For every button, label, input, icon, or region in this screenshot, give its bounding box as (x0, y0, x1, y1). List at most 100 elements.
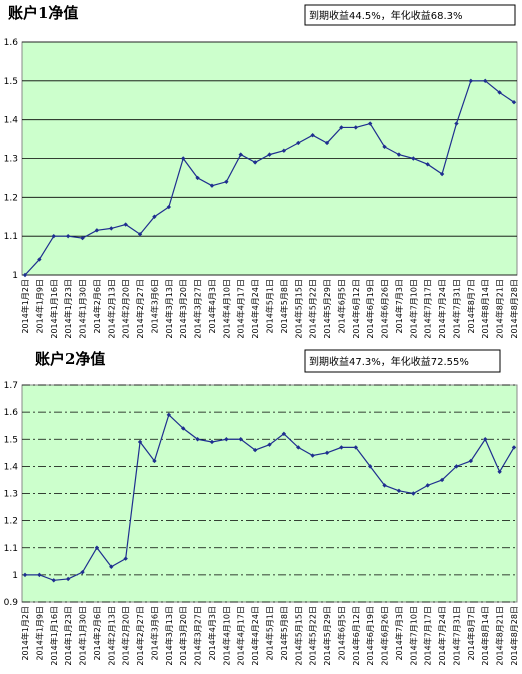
data-point (454, 121, 459, 126)
data-point (324, 450, 330, 456)
x-tick-label: 2014年7月3日 (394, 279, 404, 334)
x-tick-label: 2014年5月8日 (279, 606, 289, 661)
chart-title: 账户2净值 (35, 350, 105, 368)
x-tick-label: 2014年8月14日 (480, 606, 490, 666)
data-point (51, 233, 56, 239)
x-tick-label: 2014年2月20日 (121, 606, 131, 666)
data-point (382, 144, 387, 150)
data-point (123, 222, 128, 227)
x-tick-label: 2014年3月27日 (193, 606, 203, 666)
data-point (137, 439, 143, 445)
x-tick-label: 2014年4月10日 (221, 279, 231, 339)
data-point (94, 545, 100, 550)
data-point (353, 125, 358, 130)
x-tick-label: 2014年1月23日 (63, 606, 73, 666)
x-tick-label: 2014年6月19日 (365, 606, 375, 666)
data-point (382, 483, 387, 488)
data-point (195, 437, 200, 442)
x-tick-label: 2014年1月2日 (20, 606, 30, 661)
data-point (252, 160, 258, 165)
data-point (152, 458, 157, 464)
x-tick-label: 2014年7月24日 (437, 279, 447, 339)
data-point (238, 152, 243, 157)
x-tick-label: 2014年5月15日 (293, 279, 303, 339)
x-tick-label: 2014年4月3日 (207, 606, 217, 661)
data-point (310, 133, 315, 138)
y-tick-label: 1 (12, 571, 18, 581)
data-point (267, 152, 272, 157)
x-tick-label: 2014年4月17日 (236, 279, 246, 339)
data-point (152, 214, 157, 219)
x-tick-label: 2014年1月30日 (78, 606, 88, 666)
x-tick-label: 2014年1月9日 (34, 606, 44, 661)
data-point (37, 257, 42, 262)
x-tick-label: 2014年6月19日 (365, 279, 375, 339)
data-point (181, 426, 186, 431)
data-point (353, 445, 358, 450)
x-tick-label: 2014年8月21日 (495, 606, 505, 666)
data-point (252, 447, 258, 453)
data-point (339, 125, 344, 130)
data-point (267, 442, 272, 447)
annotation-box (304, 349, 501, 373)
data-point (439, 171, 445, 177)
x-tick-label: 2014年4月24日 (250, 606, 260, 666)
data-point (468, 458, 474, 464)
data-point (281, 431, 287, 437)
x-tick-label: 2014年2月13日 (106, 279, 116, 339)
data-point (65, 233, 71, 239)
y-tick-label: 1.2 (4, 193, 18, 203)
data-point (37, 572, 42, 578)
data-point (238, 437, 243, 442)
x-tick-label: 2014年5月15日 (293, 606, 303, 666)
data-point (468, 78, 474, 84)
data-point (396, 152, 402, 157)
y-tick-label: 1.1 (4, 232, 18, 242)
data-point (209, 439, 215, 445)
data-point (324, 140, 330, 146)
x-tick-label: 2014年6月26日 (380, 279, 390, 339)
data-point (296, 140, 301, 146)
y-tick-label: 1.3 (4, 490, 18, 500)
y-tick-label: 1 (12, 271, 18, 281)
y-tick-label: 0.9 (4, 598, 19, 608)
x-tick-label: 2014年5月8日 (279, 279, 289, 334)
x-tick-label: 2014年2月27日 (135, 279, 145, 339)
data-point (425, 483, 430, 488)
data-point (483, 78, 488, 84)
data-point (137, 232, 143, 237)
x-tick-label: 2014年6月5日 (336, 606, 346, 661)
data-point (439, 477, 445, 483)
x-tick-label: 2014年8月28日 (509, 279, 519, 339)
y-tick-label: 1.1 (4, 544, 18, 554)
data-point (224, 179, 229, 184)
data-point (396, 488, 402, 493)
data-point (511, 445, 517, 450)
chart-title: 账户1净值 (8, 4, 78, 22)
x-tick-label: 2014年7月31日 (451, 279, 461, 339)
x-tick-label: 2014年3月6日 (149, 279, 159, 334)
x-tick-label: 2014年1月2日 (20, 279, 30, 334)
x-tick-label: 2014年2月6日 (92, 279, 102, 334)
data-point (425, 162, 430, 167)
x-tick-label: 2014年5月1日 (265, 606, 275, 661)
x-tick-label: 2014年1月9日 (34, 279, 44, 334)
data-point (166, 204, 172, 210)
annotation: 到期收益44.5%，年化收益68.3% (309, 9, 463, 22)
data-point (109, 226, 114, 231)
x-tick-label: 2014年1月23日 (63, 279, 73, 339)
y-tick-label: 1.4 (4, 116, 19, 126)
x-tick-label: 2014年7月24日 (437, 606, 447, 666)
x-tick-label: 2014年2月6日 (92, 606, 102, 661)
x-tick-label: 2014年7月10日 (408, 279, 418, 339)
x-tick-label: 2014年8月7日 (466, 279, 476, 334)
x-tick-label: 2014年2月20日 (121, 279, 131, 339)
data-point (65, 576, 71, 582)
x-tick-label: 2014年3月13日 (164, 606, 174, 666)
x-tick-label: 2014年5月22日 (308, 606, 318, 666)
y-tick-label: 1.3 (4, 155, 18, 165)
x-tick-label: 2014年2月27日 (135, 606, 145, 666)
data-point (181, 156, 186, 161)
data-point (80, 569, 85, 575)
